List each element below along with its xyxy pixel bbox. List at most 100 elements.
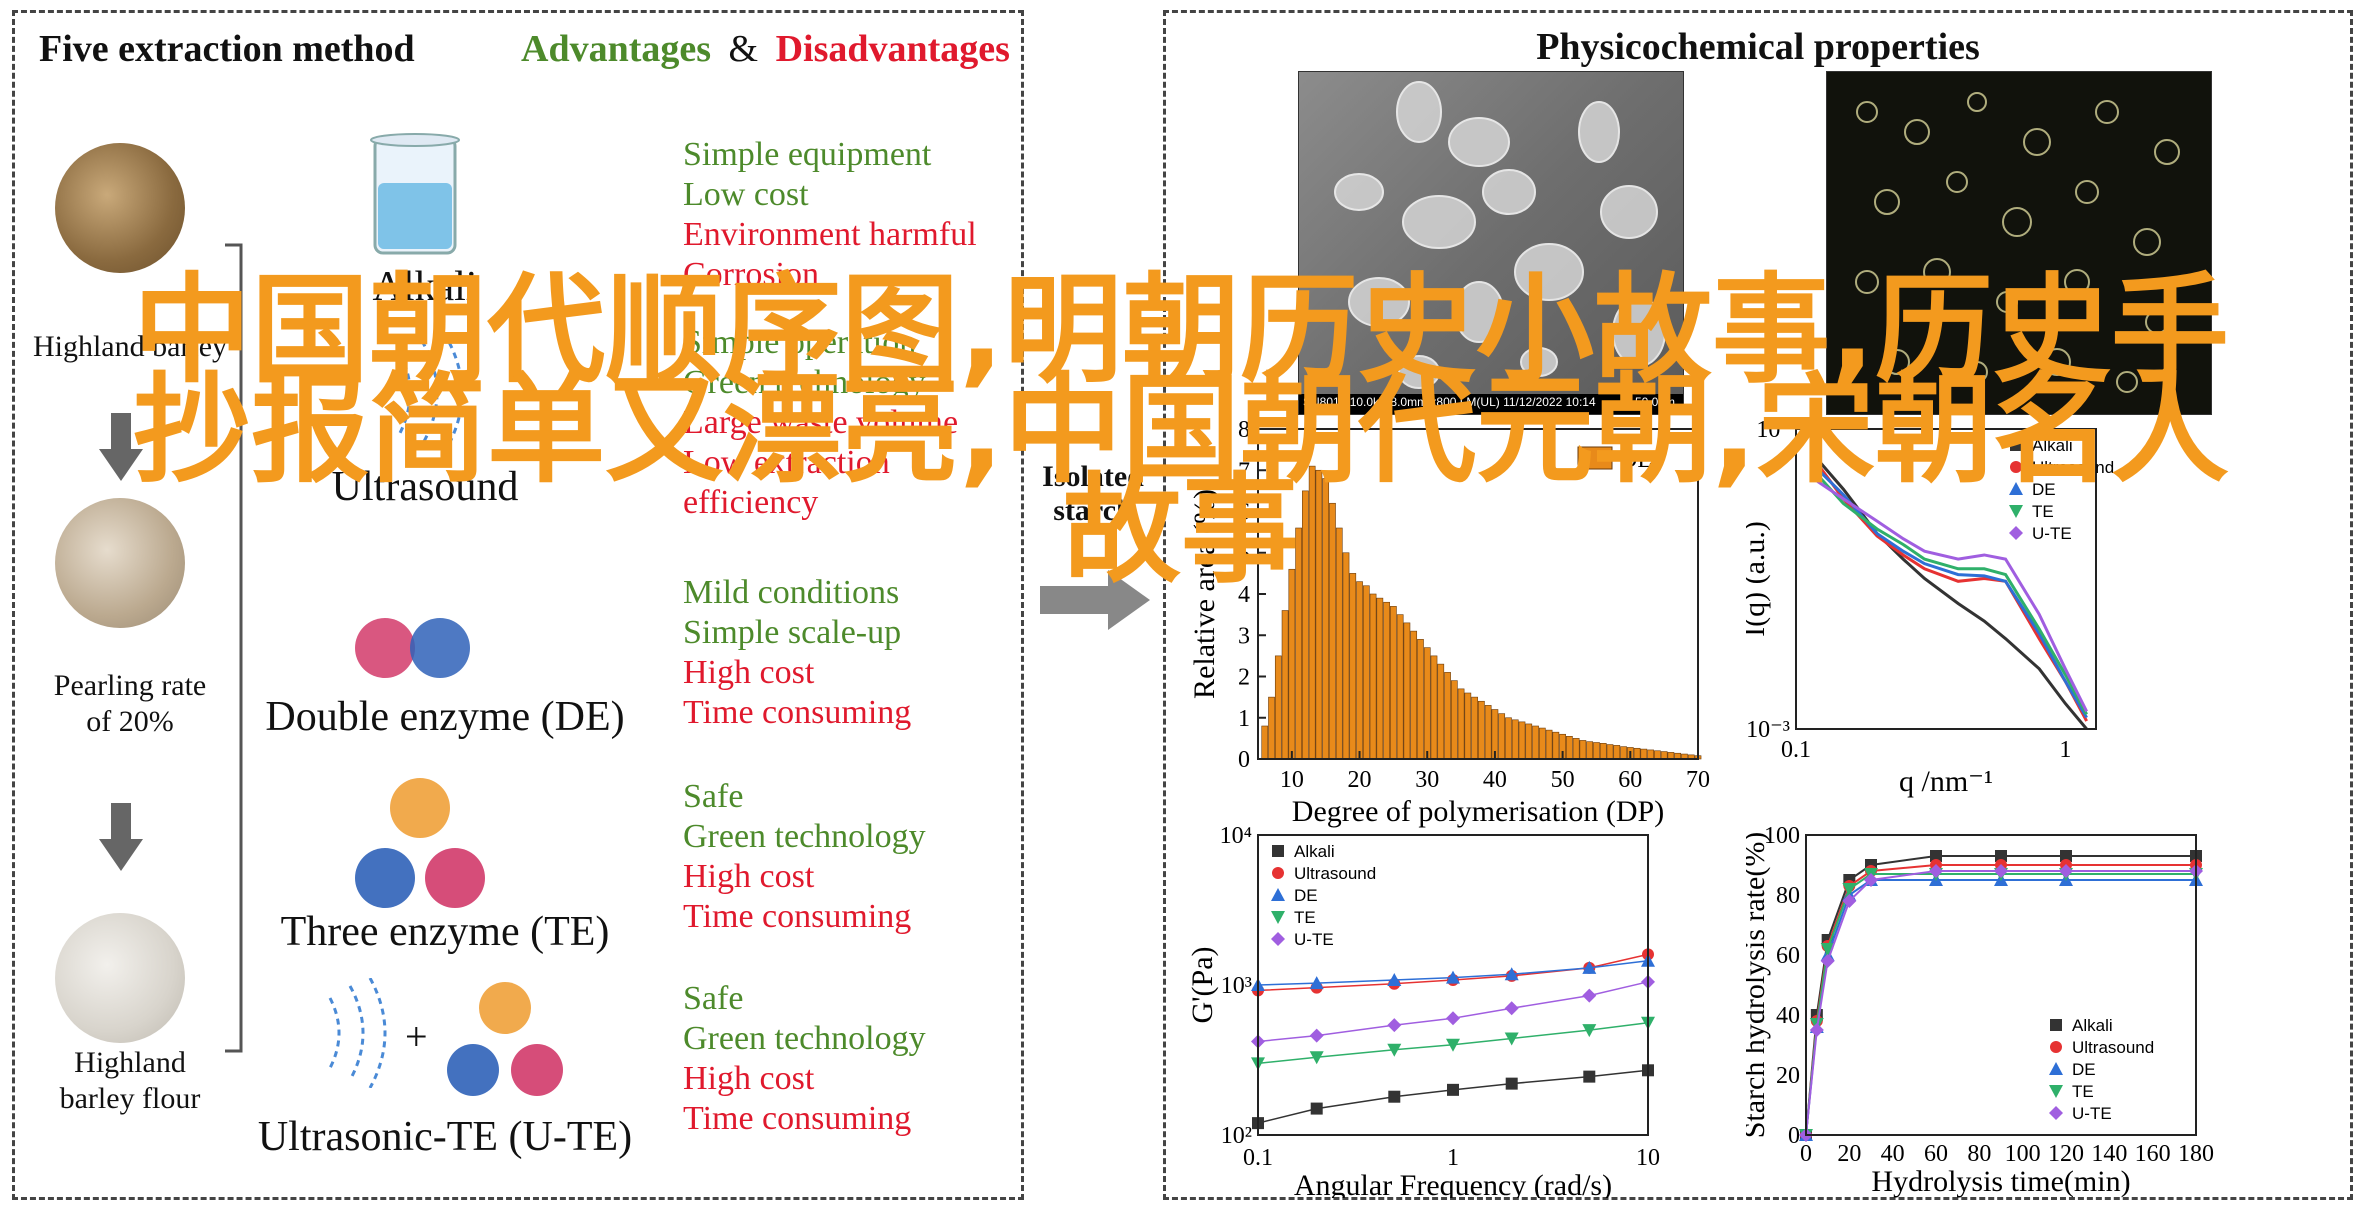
legend-label: DE [2032,480,2056,499]
legend-label: Alkali [1294,842,1335,861]
dp-bar [1342,552,1350,760]
dp-bar [1390,606,1397,760]
data-point [1820,943,1835,956]
x-tick-label: 120 [2048,1141,2084,1167]
advantage-item: Safe [683,980,744,1017]
advantage-item: Simple equipment [683,136,932,173]
legend-label: Alkali [2032,436,2073,455]
data-point [1309,1028,1324,1043]
dp-bar [1302,490,1309,760]
traits-de: Mild conditions Simple scale-up High cos… [683,573,911,733]
legend-marker [2009,526,2023,540]
x-tick-label: 60 [1924,1141,1948,1167]
legend-marker [2050,1041,2062,1053]
x-tick-label: 1 [2059,737,2071,763]
x-tick-label: 70 [1686,767,1710,793]
y-axis-label: I(q) (a.u.) [1746,521,1771,637]
y-axis-label: G'(Pa) [1186,946,1219,1023]
dp-bar [1410,630,1418,760]
dp-bar [1362,585,1370,760]
traits-alkali: Simple equipment Low cost Environment ha… [683,135,977,295]
dp-bar [1613,745,1621,760]
dp-bar [1606,744,1614,760]
polarized-light-micrograph [1826,71,2212,415]
source-label-5: barley flour [59,1082,201,1115]
legend-label: Ultrasound [2072,1038,2154,1057]
pearled-barley-image [55,498,185,628]
data-point [1582,988,1597,1003]
legend-label: DE [1294,886,1318,905]
y-tick-label: 2 [1238,665,1250,691]
dp-bar [1545,729,1553,760]
dp-bar [1308,465,1316,760]
legend-marker [2050,1019,2062,1031]
legend-marker [1271,911,1285,924]
traits-ultrasound: Simple operation Green technology Large … [683,323,958,523]
data-point [1309,1051,1324,1065]
disadvantage-item: High cost [683,858,815,895]
x-tick-label: 10 [1636,1145,1660,1171]
dp-bar [1525,723,1533,760]
y-tick-label: 10⁻³ [1746,717,1790,743]
x-tick-label: 160 [2135,1141,2171,1167]
plot-frame [1805,834,2197,1136]
legend-marker [2009,505,2023,518]
legend-marker [2049,1085,2063,1098]
x-axis-label: q /nm⁻¹ [1899,765,1993,798]
advantage-item: Green technology [683,364,926,401]
dp-bar [1396,614,1404,760]
data-point [2060,850,2072,862]
double-enzyme-icon [355,618,470,678]
data-point [1504,967,1519,981]
y-tick-label: 60 [1776,943,1800,969]
y-tick-label: 4 [1238,582,1250,608]
dp-bar [1403,622,1411,760]
data-point [1930,850,1942,862]
plot-frame [1795,428,2097,730]
dp-bar [1660,751,1668,760]
data-point [1447,1083,1459,1096]
legend-label: Ultrasound [2032,458,2114,477]
three-enzyme-icon [355,778,485,908]
plus-sign: + [405,1014,428,1059]
dp-bar [1457,688,1465,760]
data-point [1388,1090,1401,1103]
dp-bar [1376,597,1384,760]
three-enzyme-icon [447,982,563,1096]
maltese-cross-image [1855,92,2180,393]
data-point [1387,1043,1402,1057]
dp-bar [1295,527,1302,760]
sem-caption: SU8010 10.0kV 8.0mm x800 LM(UL) 11/12/20… [1303,395,1596,409]
method-bracket [225,243,243,1053]
data-point [1995,850,2007,862]
disadvantage-item: High cost [683,654,815,691]
advantage-item: Safe [683,778,744,815]
data-point [1809,1023,1824,1037]
data-point [1994,864,2008,878]
legend-marker [1271,932,1285,946]
series-line [1805,879,2196,1136]
dp-bar [1633,747,1641,760]
dp-bar [1579,740,1587,760]
series-line [1816,480,2088,713]
data-point [1842,894,1857,908]
ampersand: & [728,28,759,70]
x-axis-label: Degree of polymerisation (DP) [1292,795,1664,828]
x-axis-label: Hydrolysis time(min) [1871,1165,2130,1198]
series-line [1816,462,2088,722]
dp-bar [1518,721,1526,760]
y-tick-label: 20 [1776,1063,1800,1089]
dp-bar [1464,692,1472,760]
dp-bar [1444,672,1451,760]
data-point [2059,864,2073,878]
dp-bar [1349,573,1357,760]
series-line [1805,855,2196,1136]
data-point [1309,976,1324,990]
x-tick-label: 0 [1800,1141,1812,1167]
barley-flour-image [55,913,185,1043]
dp-bar [1498,713,1506,760]
data-point [1504,1001,1519,1016]
y-tick-label: 80 [1776,883,1800,909]
dp-bar [1593,742,1600,760]
y-tick-label: 0 [1788,1123,1800,1149]
